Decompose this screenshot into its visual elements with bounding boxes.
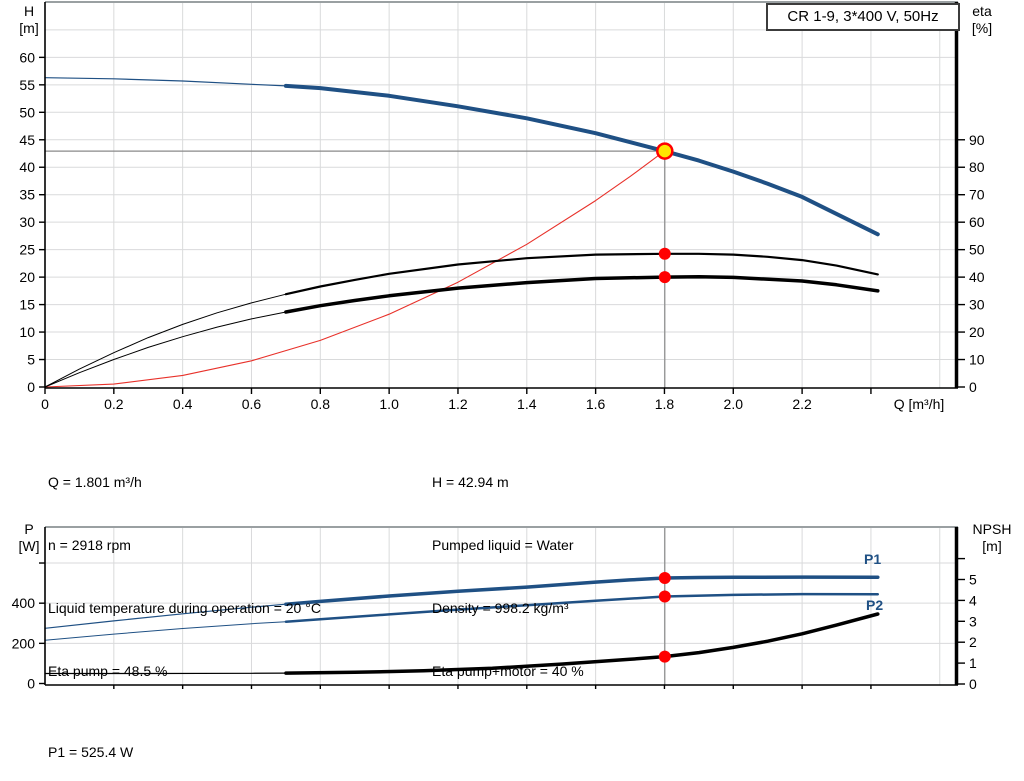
tick-label-right: 0 xyxy=(969,379,977,395)
chart-power: 0 200 400 0 1 2 3 4 5 xyxy=(12,526,977,692)
npsh-axis-symbol: NPSH xyxy=(972,521,1012,537)
tick-label-right: 4 xyxy=(969,592,977,608)
eta-axis-unit: [%] xyxy=(971,20,993,36)
p2-curve-bold xyxy=(284,592,880,623)
info-line-liquid: Pumped liquid = Water xyxy=(432,537,574,553)
eta-pump-motor-curve-bold xyxy=(284,275,880,314)
operating-point-info-right: H = 42.94 m Pumped liquid = Water Densit… xyxy=(432,430,584,724)
eta-pump-curve-bold xyxy=(284,252,879,296)
duty-point-marker xyxy=(656,142,674,160)
tick-label-right: 2 xyxy=(969,634,977,650)
tick-label-left: 20 xyxy=(19,269,35,285)
npsh-axis-label: NPSH [m] xyxy=(963,521,1021,555)
value-marker xyxy=(658,571,671,584)
qh-curve-bold xyxy=(283,83,880,237)
tick-label-x: 1.2 xyxy=(448,396,468,412)
tick-label-left: 25 xyxy=(19,242,35,258)
value-marker xyxy=(658,271,671,284)
tick-label-left: 15 xyxy=(19,297,35,313)
info-line-q: Q = 1.801 m³/h xyxy=(48,474,142,490)
tick-label-left: 45 xyxy=(19,132,35,148)
tick-label-left: 5 xyxy=(27,352,35,368)
tick-label-right: 1 xyxy=(969,655,977,671)
operating-point-info-left: Q = 1.801 m³/h n = 2918 rpm Liquid tempe… xyxy=(48,430,321,724)
tick-label-x: 0.4 xyxy=(173,396,193,412)
tick-label-x: 0.2 xyxy=(104,396,124,412)
chart-qh: 0 5 10 15 20 25 30 35 40 45 50 55 60 0 10 20 30 40 50 60 70 8… xyxy=(19,1,985,412)
p-axis-symbol: P xyxy=(24,521,34,537)
tick-label-left: 30 xyxy=(19,214,35,230)
info-line-eta-pump: Eta pump = 48.5 % xyxy=(48,663,168,679)
tick-label-x: 1.6 xyxy=(586,396,606,412)
tick-label-right: 60 xyxy=(969,214,985,230)
tick-label-right: 80 xyxy=(969,159,985,175)
value-marker xyxy=(658,650,671,663)
tick-label-right: 0 xyxy=(969,676,977,692)
tick-label-right: 90 xyxy=(969,132,985,148)
info-line-temperature: Liquid temperature during operation = 20… xyxy=(48,600,321,616)
tick-label-left: 400 xyxy=(12,595,36,611)
tick-label-x: 1.8 xyxy=(655,396,675,412)
tick-label-x: 2.2 xyxy=(792,396,812,412)
info-line-h: H = 42.94 m xyxy=(432,474,509,490)
value-marker xyxy=(658,247,671,260)
tick-label-left: 0 xyxy=(27,676,35,692)
info-line-n: n = 2918 rpm xyxy=(48,537,131,553)
system-curve xyxy=(44,150,665,388)
pump-designation-box: CR 1-9, 3*400 V, 50Hz xyxy=(766,3,960,31)
p-axis-unit: [W] xyxy=(18,538,40,554)
tick-label-x: 0.8 xyxy=(311,396,331,412)
qh-curve xyxy=(44,77,879,235)
p-axis-label: P [W] xyxy=(12,521,46,555)
info-line-eta-pump-motor: Eta pump+motor = 40 % xyxy=(432,663,584,679)
eta-axis-label: eta [%] xyxy=(963,3,1001,37)
tick-label-right: 10 xyxy=(969,352,985,368)
p1-curve-bold xyxy=(284,575,880,606)
x-axis-title: Q [m³/h] xyxy=(894,396,945,412)
tick-label-left: 60 xyxy=(19,49,35,65)
tick-label-left: 55 xyxy=(19,77,35,93)
pump-designation: CR 1-9, 3*400 V, 50Hz xyxy=(787,8,939,25)
tick-label-x: 0 xyxy=(41,396,49,412)
npsh-axis-unit: [m] xyxy=(982,538,1002,554)
tick-label-x: 2.0 xyxy=(724,396,744,412)
info-line-density: Density = 998.2 kg/m³ xyxy=(432,600,569,616)
tick-label-left: 200 xyxy=(12,635,36,651)
tick-label-left: 10 xyxy=(19,324,35,340)
tick-label-left: 50 xyxy=(19,104,35,120)
h-axis-symbol: H xyxy=(23,3,35,19)
tick-label-right: 40 xyxy=(969,269,985,285)
tick-label-left: 0 xyxy=(27,379,35,395)
value-marker xyxy=(658,590,671,603)
eta-axis-symbol: eta xyxy=(972,3,992,19)
tick-label-right: 50 xyxy=(969,242,985,258)
tick-label-x: 1.4 xyxy=(517,396,537,412)
tick-label-right: 20 xyxy=(969,324,985,340)
tick-label-right: 5 xyxy=(969,572,977,588)
tick-label-x: 0.6 xyxy=(242,396,262,412)
results-info: P1 = 525.4 W P2 = 433.2 W NPSH = 1.31 m xyxy=(48,700,146,781)
tick-label-left: 40 xyxy=(19,159,35,175)
tick-label-x: 1.0 xyxy=(379,396,399,412)
tick-label-right: 3 xyxy=(969,613,977,629)
tick-label-left: 35 xyxy=(19,187,35,203)
p2-curve-label: P2 xyxy=(866,597,884,613)
tick-label-right: 30 xyxy=(969,297,985,313)
tick-label-right: 70 xyxy=(969,187,985,203)
h-axis-unit: [m] xyxy=(19,20,39,36)
h-axis-label: H [m] xyxy=(12,3,46,37)
result-line-p1: P1 = 525.4 W xyxy=(48,744,134,760)
p1-curve-label: P1 xyxy=(864,551,882,567)
eta-pump-curve xyxy=(44,253,879,388)
